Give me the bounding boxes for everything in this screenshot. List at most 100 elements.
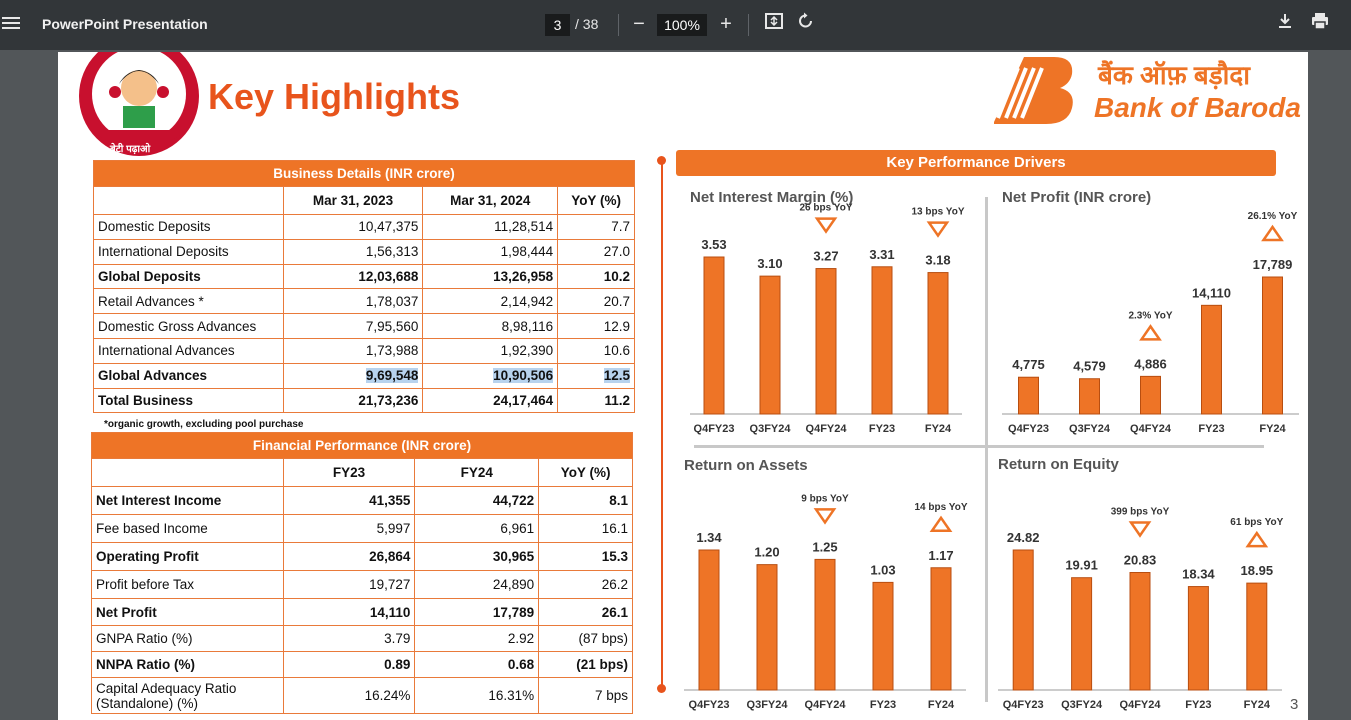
annotation-label: 14 bps YoY: [915, 502, 968, 513]
print-icon[interactable]: [1307, 11, 1333, 37]
annotation-label: 399 bps YoY: [1111, 507, 1170, 518]
table-row: Net Profit 14,110 17,789 26.1: [91, 598, 633, 626]
page-number-input[interactable]: 3: [545, 14, 570, 36]
cell-value: 10.2: [557, 263, 635, 290]
table-title: Financial Performance (INR crore): [91, 432, 633, 459]
up-triangle-icon: [1261, 224, 1284, 242]
data-label: 1.25: [812, 539, 837, 554]
data-label: 18.34: [1182, 567, 1215, 582]
cell-value: 17,789: [414, 598, 540, 626]
table-row: Total Business 21,73,236 24,17,464 11.2: [93, 387, 635, 414]
data-label: 24.82: [1007, 530, 1040, 545]
tick-label: Q4FY23: [1008, 423, 1049, 435]
cell-value: 24,890: [414, 570, 540, 599]
cell-value: 7,95,560: [282, 313, 424, 339]
cell-value: 12.9: [557, 313, 635, 339]
row-label: International Advances: [93, 337, 284, 364]
zoom-in-button[interactable]: +: [720, 13, 732, 35]
bar: [1071, 577, 1093, 691]
cell-value: 8.1: [538, 486, 633, 515]
cell-value: 9,69,548: [282, 362, 424, 389]
tick-label: Q4FY23: [689, 699, 730, 711]
data-label: 1.34: [696, 530, 722, 545]
cell-value: 11.2: [557, 387, 635, 414]
table-title: Business Details (INR crore): [93, 160, 635, 187]
annotation-label: 2.3% YoY: [1128, 310, 1172, 321]
cell-value: (21 bps): [538, 651, 633, 678]
row-label: Capital Adequacy Ratio (Standalone) (%): [91, 677, 284, 714]
tick-label: Q3FY24: [750, 423, 792, 435]
financial-performance-table: Financial Performance (INR crore) FY23 F…: [91, 432, 633, 714]
pdf-toolbar: PowerPoint Presentation 3 / 38 − 100% +: [0, 0, 1351, 50]
up-triangle-icon: [1245, 530, 1269, 548]
cell-value: 26,864: [282, 542, 416, 571]
chart-divider: [985, 197, 988, 702]
bar: [814, 558, 836, 691]
rotate-icon[interactable]: [793, 11, 819, 37]
tick-label: Q3FY24: [747, 699, 789, 711]
bar-chart: 1.34 Q4FY23 1.20 Q3FY24 1.25 Q4FY24 1.03 FY23 1.…: [684, 493, 968, 711]
row-label: Domestic Gross Advances: [93, 313, 284, 339]
down-triangle-icon: [813, 508, 837, 525]
data-label: 3.53: [701, 237, 726, 252]
row-label: Global Advances: [93, 362, 284, 389]
bar: [815, 268, 837, 415]
cell-value: 2,14,942: [422, 288, 559, 315]
row-label: Total Business: [93, 387, 284, 414]
cell-value: 1,98,444: [422, 238, 559, 265]
beti-padhao-logo: [75, 52, 203, 158]
tick-label: Q4FY24: [1130, 423, 1172, 435]
annotation-label: 61 bps YoY: [1230, 517, 1283, 528]
cell-value: 16.31%: [414, 677, 540, 714]
pdf-page: बेटी पढ़ाओ Key Highlights बैंक ऑफ़ बड़ौद…: [58, 52, 1308, 720]
bar: [698, 549, 720, 691]
cell-value: 26.2: [538, 570, 633, 599]
bar: [1262, 276, 1283, 415]
row-label: Retail Advances *: [93, 288, 284, 315]
document-title: PowerPoint Presentation: [42, 16, 208, 32]
chart-title: Net Interest Margin (%): [690, 189, 854, 206]
column-header: YoY (%): [538, 458, 633, 487]
table-row: GNPA Ratio (%) 3.79 2.92 (87 bps): [91, 625, 633, 652]
cell-value: 44,722: [414, 486, 540, 515]
zoom-input[interactable]: 100%: [657, 14, 707, 36]
bar: [703, 256, 725, 415]
bar: [927, 272, 949, 415]
bar: [1246, 582, 1268, 691]
page-total: / 38: [575, 16, 599, 32]
bar: [871, 266, 893, 415]
tick-label: FY23: [1198, 423, 1224, 435]
bar: [1079, 378, 1100, 415]
table-row: Domestic Deposits 10,47,375 11,28,514 7.7: [93, 214, 635, 240]
fit-page-icon[interactable]: [761, 11, 787, 37]
cell-value: 8,98,116: [422, 313, 559, 339]
cell-value: 15.3: [538, 542, 633, 571]
data-label: 3.10: [757, 256, 782, 271]
cell-value: 19,727: [282, 570, 416, 599]
zoom-out-button[interactable]: −: [633, 13, 645, 35]
download-icon[interactable]: [1272, 11, 1298, 37]
row-label: Profit before Tax: [91, 570, 284, 599]
tick-label: Q4FY24: [1120, 699, 1162, 711]
cell-value: 41,355: [282, 486, 416, 515]
tick-label: FY24: [925, 423, 952, 435]
data-label: 1.03: [870, 562, 895, 577]
tick-label: Q4FY23: [1003, 699, 1044, 711]
bar-chart: 24.82 Q4FY23 19.91 Q3FY24 20.83 Q4FY24 18.34 FY…: [998, 507, 1284, 711]
cell-value: 6,961: [414, 514, 540, 543]
data-label: 4,775: [1012, 357, 1045, 372]
cell-value: 1,78,037: [282, 288, 424, 315]
table-row: International Deposits 1,56,313 1,98,444 27…: [93, 238, 635, 265]
menu-icon[interactable]: [2, 14, 20, 32]
kpd-header: Key Performance Drivers: [676, 150, 1276, 176]
table-row: Global Advances 9,69,548 10,90,506 12.5: [93, 362, 635, 389]
tick-label: Q4FY24: [805, 699, 847, 711]
table-row: International Advances 1,73,988 1,92,390 10…: [93, 337, 635, 364]
up-triangle-icon: [1139, 324, 1162, 341]
table-row: NNPA Ratio (%) 0.89 0.68 (21 bps): [91, 651, 633, 678]
table-row: Operating Profit 26,864 30,965 15.3: [91, 542, 633, 571]
data-label: 17,789: [1253, 257, 1293, 272]
tick-label: FY24: [1244, 699, 1271, 711]
cell-value: 14,110: [282, 598, 416, 626]
annotation-label: 9 bps YoY: [801, 493, 849, 504]
